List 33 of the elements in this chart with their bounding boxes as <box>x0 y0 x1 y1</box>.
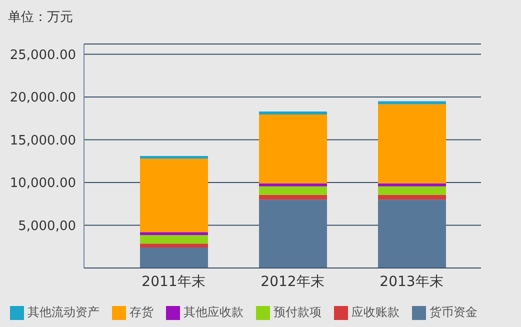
y-tick-label: 15,000.00 <box>10 133 76 148</box>
bar <box>259 112 327 115</box>
bar <box>378 101 446 104</box>
bar <box>378 186 446 195</box>
x-tick-label: 2013年末 <box>380 274 444 290</box>
bar <box>140 247 208 268</box>
legend-label: 存货 <box>128 304 154 321</box>
legend-label: 预付款项 <box>272 304 322 321</box>
bar <box>140 156 208 159</box>
x-tick-label: 2012年末 <box>260 274 324 290</box>
y-tick-label: 20,000.00 <box>10 90 76 106</box>
bar <box>378 104 446 184</box>
legend-label: 其他应收款 <box>182 304 244 321</box>
bar <box>259 194 327 200</box>
bar <box>378 200 446 268</box>
y-tick-label: 10,000.00 <box>10 176 76 192</box>
legend-label: 货币资金 <box>428 304 478 321</box>
y-axis-title: 单位：万元 <box>8 9 73 26</box>
y-tick-label: 25,000.00 <box>10 48 76 63</box>
bar <box>140 158 208 232</box>
bar <box>259 114 327 184</box>
bar <box>259 183 327 186</box>
bar <box>140 244 208 248</box>
bar <box>259 200 327 268</box>
bar <box>378 194 446 200</box>
bar <box>140 235 208 244</box>
y-tick-label: 5,000,00 <box>18 218 76 234</box>
bar <box>259 186 327 195</box>
legend-label: 应收账款 <box>350 304 400 321</box>
legend-label: 其他流动资产 <box>26 304 100 321</box>
x-tick-label: 2011年末 <box>142 274 206 290</box>
bar <box>378 183 446 186</box>
bar <box>140 232 208 236</box>
